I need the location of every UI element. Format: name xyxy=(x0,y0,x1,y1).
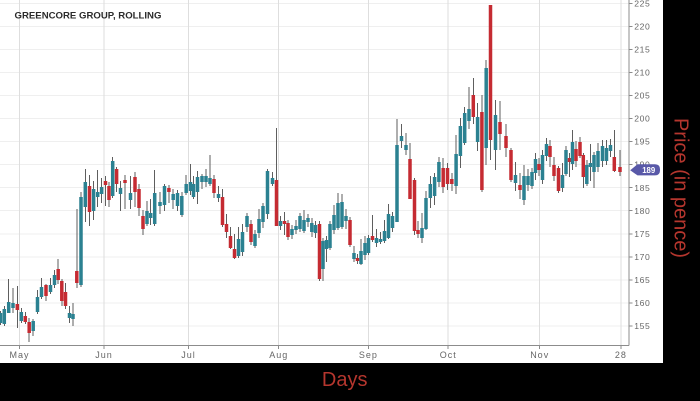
svg-text:210: 210 xyxy=(634,68,650,78)
svg-text:Jun: Jun xyxy=(95,350,113,360)
svg-text:205: 205 xyxy=(634,91,650,101)
svg-text:Sep: Sep xyxy=(359,350,378,360)
svg-text:170: 170 xyxy=(634,252,650,262)
svg-text:Aug: Aug xyxy=(269,350,288,360)
svg-text:Days: Days xyxy=(322,369,368,391)
svg-text:155: 155 xyxy=(634,321,650,331)
svg-text:195: 195 xyxy=(634,137,650,147)
svg-text:165: 165 xyxy=(634,275,650,285)
svg-text:215: 215 xyxy=(634,45,650,55)
svg-text:Oct: Oct xyxy=(440,350,457,360)
svg-text:225: 225 xyxy=(634,0,650,9)
svg-text:160: 160 xyxy=(634,298,650,308)
svg-text:220: 220 xyxy=(634,22,650,32)
svg-text:185: 185 xyxy=(634,183,650,193)
svg-text:180: 180 xyxy=(634,206,650,216)
svg-text:May: May xyxy=(9,350,29,360)
svg-text:Price (in pence): Price (in pence) xyxy=(670,118,692,258)
svg-text:189: 189 xyxy=(642,166,656,175)
svg-text:175: 175 xyxy=(634,229,650,239)
svg-text:28: 28 xyxy=(615,350,627,360)
svg-text:Nov: Nov xyxy=(530,350,549,360)
svg-text:Jul: Jul xyxy=(181,350,196,360)
svg-text:GREENCORE GROUP, ROLLING: GREENCORE GROUP, ROLLING xyxy=(15,11,162,22)
svg-text:200: 200 xyxy=(634,114,650,124)
